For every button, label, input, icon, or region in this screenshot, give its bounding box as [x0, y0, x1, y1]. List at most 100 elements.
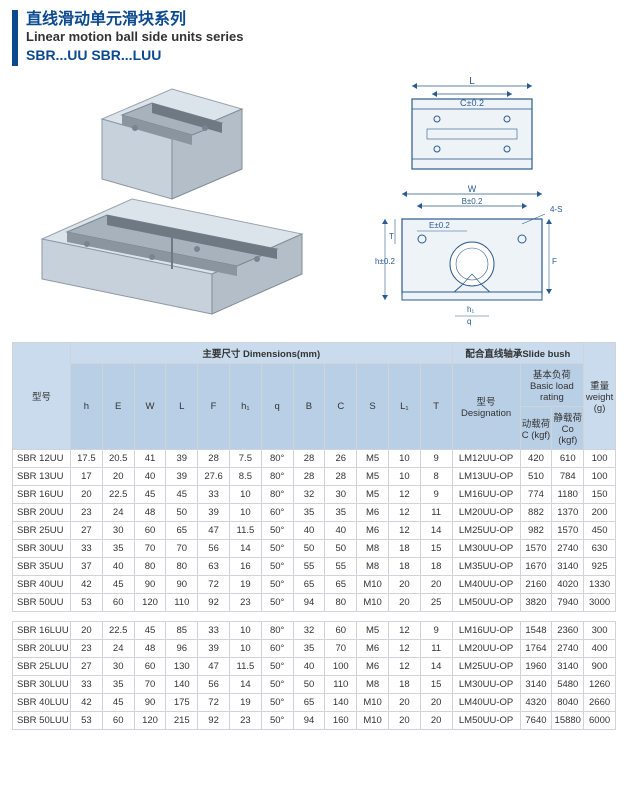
- table-cell: 20: [71, 486, 103, 504]
- table-row: SBR 30UU33357070561450°5050M81815LM30UU-…: [13, 540, 616, 558]
- table-cell: 11: [420, 640, 452, 658]
- table-cell: 10: [229, 504, 261, 522]
- table-cell: 2740: [552, 640, 584, 658]
- table-cell: 3140: [552, 558, 584, 576]
- table-cell: 47: [198, 658, 230, 676]
- table-cell: 10: [388, 468, 420, 486]
- table-cell: 90: [134, 694, 166, 712]
- table-row: SBR 35UU37408080631650°5555M81818LM35UU-…: [13, 558, 616, 576]
- table-row: SBR 50LUU5360120215922350°94160M102020LM…: [13, 712, 616, 730]
- table-cell: LM25UU-OP: [452, 658, 520, 676]
- table-cell: 20: [420, 694, 452, 712]
- table-cell: 80°: [261, 468, 293, 486]
- table-cell: M5: [357, 450, 389, 468]
- table-cell: 63: [198, 558, 230, 576]
- table-cell: 1570: [520, 540, 552, 558]
- table-cell: SBR 13UU: [13, 468, 71, 486]
- svg-text:F: F: [552, 257, 557, 266]
- table-cell: 27: [71, 522, 103, 540]
- svg-text:L: L: [469, 76, 475, 87]
- load-dynamic: 动载荷 C (kgf): [520, 407, 552, 450]
- table-cell: 510: [520, 468, 552, 486]
- slidebush-header: 配合直线轴承Slide bush: [452, 343, 584, 364]
- table-cell: 85: [166, 622, 198, 640]
- table-cell: 7940: [552, 594, 584, 612]
- table-cell: LM50UU-OP: [452, 712, 520, 730]
- table-cell: 1370: [552, 504, 584, 522]
- table-cell: 100: [584, 450, 616, 468]
- table-cell: 48: [134, 640, 166, 658]
- table-cell: 9: [420, 622, 452, 640]
- table-cell: 35: [102, 540, 134, 558]
- title-block: 直线滑动单元滑块系列 Linear motion ball side units…: [12, 10, 616, 66]
- table-cell: 100: [325, 658, 357, 676]
- table-cell: LM40UU-OP: [452, 694, 520, 712]
- table-cell: 35: [102, 676, 134, 694]
- table-cell: SBR 35UU: [13, 558, 71, 576]
- table-cell: 7.5: [229, 450, 261, 468]
- table-cell: LM30UU-OP: [452, 540, 520, 558]
- table-cell: 20: [388, 594, 420, 612]
- table-cell: 50: [293, 676, 325, 694]
- table-cell: 3820: [520, 594, 552, 612]
- table-cell: 20: [420, 712, 452, 730]
- table-cell: 10: [388, 450, 420, 468]
- table-cell: 14: [229, 676, 261, 694]
- table-cell: 42: [71, 694, 103, 712]
- table-cell: 50°: [261, 576, 293, 594]
- table-cell: 50°: [261, 694, 293, 712]
- table-cell: SBR 16LUU: [13, 622, 71, 640]
- table-cell: 1260: [584, 676, 616, 694]
- table-cell: LM20UU-OP: [452, 640, 520, 658]
- table-cell: 24: [102, 504, 134, 522]
- table-cell: 400: [584, 640, 616, 658]
- title-english: Linear motion ball side units series: [26, 29, 243, 45]
- table-cell: 420: [520, 450, 552, 468]
- table-cell: SBR 20UU: [13, 504, 71, 522]
- table-cell: 65: [293, 576, 325, 594]
- svg-text:h₁: h₁: [467, 305, 474, 314]
- table-cell: 48: [134, 504, 166, 522]
- table-cell: 40: [293, 522, 325, 540]
- table-cell: M5: [357, 622, 389, 640]
- table-cell: 20: [388, 694, 420, 712]
- table-cell: 45: [134, 486, 166, 504]
- table-cell: SBR 25UU: [13, 522, 71, 540]
- table-cell: 130: [166, 658, 198, 676]
- table-cell: 20: [388, 576, 420, 594]
- table-cell: 45: [102, 576, 134, 594]
- table-cell: 33: [198, 486, 230, 504]
- table-cell: 140: [166, 676, 198, 694]
- table-cell: 120: [134, 712, 166, 730]
- table-cell: M6: [357, 658, 389, 676]
- table-cell: 45: [166, 486, 198, 504]
- table-row: SBR 20LUU23244896391060°3570M61211LM20UU…: [13, 640, 616, 658]
- table-cell: 1960: [520, 658, 552, 676]
- table-cell: 784: [552, 468, 584, 486]
- table-cell: 37: [71, 558, 103, 576]
- table-cell: 60°: [261, 640, 293, 658]
- table-cell: 40: [325, 522, 357, 540]
- table-cell: 39: [166, 468, 198, 486]
- table-cell: M8: [357, 540, 389, 558]
- designation-header: 型号Designation: [452, 364, 520, 450]
- table-row: SBR 40LUU424590175721950°65140M102020LM4…: [13, 694, 616, 712]
- table-cell: 15: [420, 676, 452, 694]
- table-cell: 120: [134, 594, 166, 612]
- table-cell: 14: [229, 540, 261, 558]
- table-cell: 50°: [261, 558, 293, 576]
- table-cell: 3140: [520, 676, 552, 694]
- table-cell: 60: [325, 622, 357, 640]
- table-cell: 16: [229, 558, 261, 576]
- front-view-diagram: W B±0.2 4-S E±0.2 T h±0.2: [367, 184, 577, 334]
- col-c: C: [325, 364, 357, 450]
- table-cell: 610: [552, 450, 584, 468]
- table-cell: 17: [71, 468, 103, 486]
- table-cell: 1670: [520, 558, 552, 576]
- table-cell: 18: [388, 558, 420, 576]
- tbody-luu: SBR 16LUU2022.54585331080°3260M5129LM16U…: [13, 622, 616, 730]
- table-cell: 27: [71, 658, 103, 676]
- table-cell: 50: [166, 504, 198, 522]
- table-cell: 1548: [520, 622, 552, 640]
- table-cell: 11.5: [229, 522, 261, 540]
